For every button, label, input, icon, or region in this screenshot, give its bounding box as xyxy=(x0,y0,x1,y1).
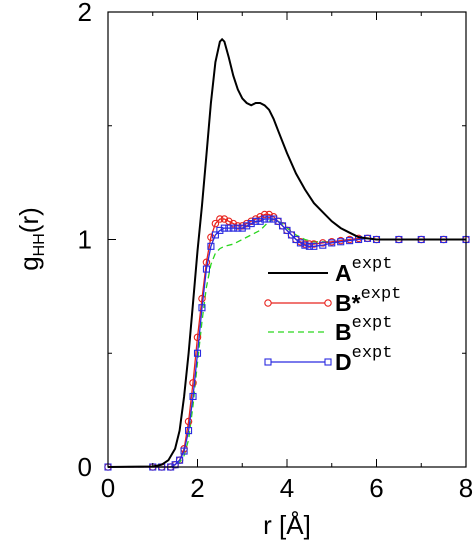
series-point xyxy=(234,224,242,232)
y-tick-label: 0 xyxy=(78,452,92,482)
series-point xyxy=(207,242,215,250)
y-tick-label: 2 xyxy=(78,0,92,27)
legend-marker xyxy=(324,358,332,366)
legend-label-0: Aexpt xyxy=(335,255,392,286)
series-point xyxy=(189,379,197,387)
series-point xyxy=(337,238,345,246)
series-point xyxy=(193,333,202,342)
series-point xyxy=(301,241,309,249)
legend-marker xyxy=(264,299,272,307)
series-point xyxy=(260,210,269,219)
legend-label-3: Dexpt xyxy=(335,344,392,375)
series-point xyxy=(229,224,237,232)
series-point xyxy=(265,210,273,219)
legend-marker xyxy=(264,358,272,366)
series-point xyxy=(247,220,255,228)
series-point xyxy=(193,349,202,357)
series-line-3 xyxy=(108,218,466,468)
series-point xyxy=(185,427,193,435)
legend-name-sup: expt xyxy=(352,314,393,333)
series-point xyxy=(225,217,233,226)
legend-name-sup: expt xyxy=(361,285,402,304)
series-point xyxy=(346,237,354,245)
x-tick-label: 8 xyxy=(459,473,473,503)
series-point xyxy=(283,226,291,234)
series-point xyxy=(220,224,228,232)
series-point xyxy=(270,215,278,223)
series-line-1 xyxy=(108,213,466,468)
legend-marker xyxy=(324,299,332,307)
series-point xyxy=(180,447,188,455)
series-point xyxy=(328,239,336,247)
series-line-2 xyxy=(108,218,466,468)
series-point xyxy=(198,294,206,303)
series-point xyxy=(229,219,238,228)
axis-ticks: 0 2 4 6 8 0 1 2 xyxy=(78,0,474,503)
legend-label-2: Bexpt xyxy=(335,314,392,345)
x-tick-label: 0 xyxy=(101,473,115,503)
series-point xyxy=(265,215,273,223)
series-point xyxy=(256,213,264,221)
series-line-0 xyxy=(107,37,466,468)
x-tick-label: 6 xyxy=(369,473,383,503)
series-point xyxy=(319,241,327,249)
x-tick-label: 2 xyxy=(190,473,204,503)
series-point xyxy=(261,215,269,223)
series-point xyxy=(287,231,296,239)
series-point xyxy=(216,226,224,234)
legend-name: D xyxy=(335,349,352,375)
series-point xyxy=(296,239,304,247)
series-point xyxy=(243,222,251,230)
y-axis-label-main: g xyxy=(14,256,44,270)
series-point xyxy=(305,242,313,250)
y-axis-label-sub: HH xyxy=(31,233,48,256)
legend-name: A xyxy=(335,260,352,286)
series-point xyxy=(211,231,219,239)
series-point xyxy=(220,215,229,223)
series-point xyxy=(189,392,197,401)
y-tick-label: 1 xyxy=(78,225,92,255)
series-point xyxy=(256,217,264,225)
series-point xyxy=(252,217,260,225)
series-point xyxy=(274,217,282,225)
series-point xyxy=(202,265,210,273)
series-point xyxy=(211,219,220,228)
series-point xyxy=(278,222,287,230)
x-axis-label: r [Å] xyxy=(263,510,311,540)
series-point xyxy=(198,304,206,312)
series-point xyxy=(176,456,184,464)
legend-name-sup: expt xyxy=(352,344,393,363)
y-axis-label: gHH(r) xyxy=(14,207,48,271)
series-point xyxy=(238,224,246,232)
plot-area xyxy=(104,37,470,471)
series-point xyxy=(310,242,318,250)
series-point xyxy=(216,215,224,223)
series-point xyxy=(202,258,211,266)
series-point xyxy=(171,461,179,469)
legend-label-1: B*expt xyxy=(335,285,401,316)
legend-name-sup: expt xyxy=(352,255,393,274)
series-point xyxy=(225,224,233,232)
y-axis-label-tail: (r) xyxy=(14,207,44,233)
x-tick-label: 4 xyxy=(280,473,294,503)
legend-name: B* xyxy=(335,290,361,316)
series-point xyxy=(184,417,193,426)
legend-name: B xyxy=(335,319,352,345)
